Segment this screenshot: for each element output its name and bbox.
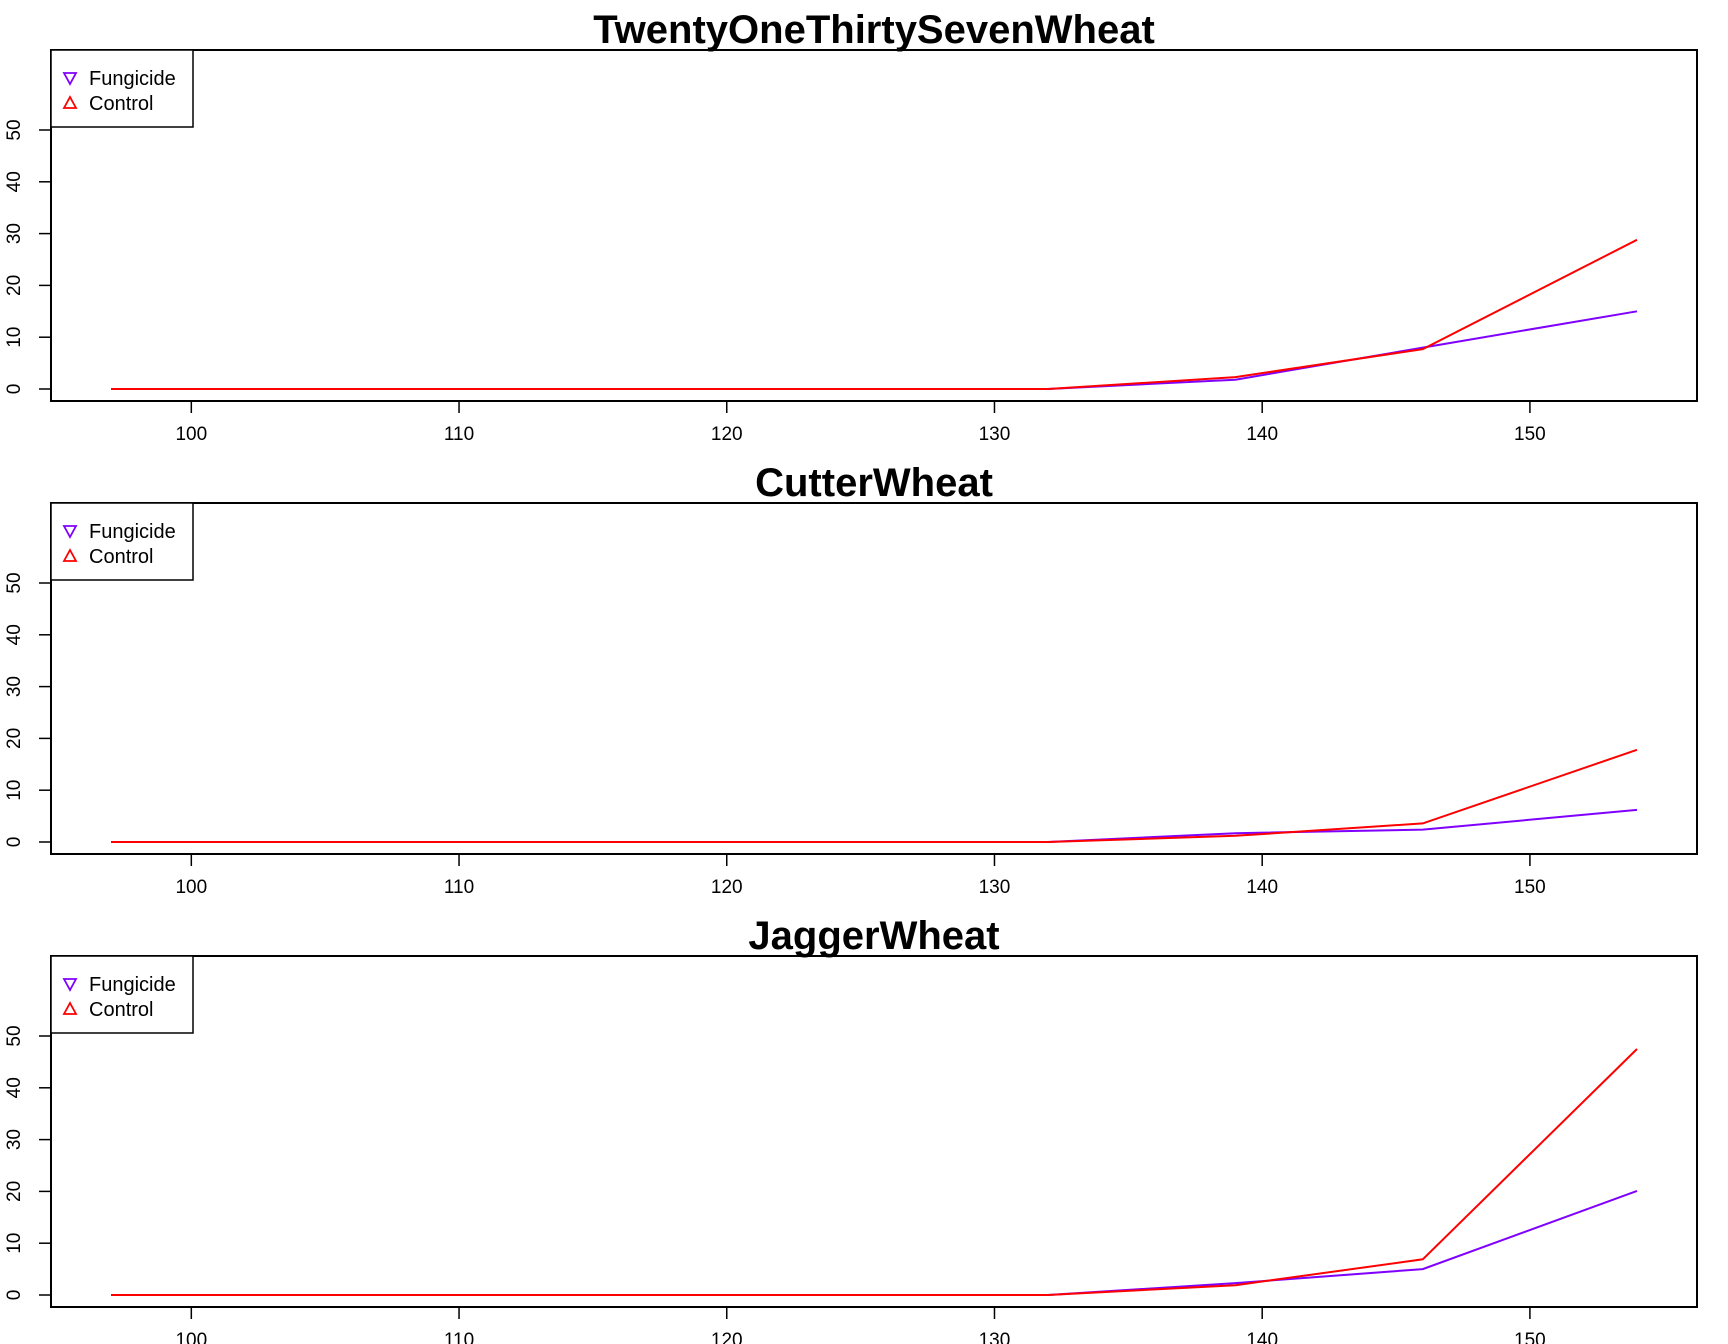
y-tick-label: 50 (4, 119, 25, 140)
y-tick-label: 20 (4, 1181, 25, 1202)
y-tick-label: 30 (4, 1129, 25, 1150)
x-tick-label: 120 (711, 424, 743, 445)
y-tick-label: 50 (4, 572, 25, 593)
chart-title: CutterWheat (755, 461, 993, 505)
legend-box (50, 49, 194, 128)
y-tick-label: 30 (4, 676, 25, 697)
y-tick-label: 50 (4, 1025, 25, 1046)
y-tick-label: 40 (4, 171, 25, 192)
x-tick-label: 110 (444, 1330, 474, 1344)
legend-label: Fungicide (89, 521, 176, 543)
x-tick-label: 130 (979, 424, 1011, 445)
legend-marker-control (62, 1001, 78, 1015)
y-tick-label: 20 (4, 275, 25, 296)
x-tick-label: 130 (979, 1330, 1011, 1344)
series-line-fungicide (111, 310, 1638, 390)
y-tick-label: 10 (4, 327, 25, 348)
legend-label: Fungicide (89, 68, 176, 90)
legend-marker-fungicide (62, 978, 78, 992)
legend-box (50, 955, 194, 1034)
x-tick-label: 130 (979, 877, 1011, 898)
y-tick-label: 10 (4, 1233, 25, 1254)
x-tick-label: 100 (175, 1330, 207, 1344)
x-tick-label: 150 (1514, 424, 1546, 445)
y-tick-label: 20 (4, 728, 25, 749)
chart-panel-3: JaggerWheat 100 110 120 130 140 150 0 10 20 30 40 50… (4, 914, 1698, 1344)
y-tick-label: 40 (4, 624, 25, 645)
series-line-control (111, 238, 1638, 390)
y-tick-label: 30 (4, 223, 25, 244)
y-tick-label: 10 (4, 780, 25, 801)
y-tick-label: 40 (4, 1077, 25, 1098)
x-tick-label: 140 (1246, 424, 1278, 445)
x-tick-label: 150 (1514, 877, 1546, 898)
x-tick-label: 120 (711, 877, 743, 898)
x-tick-label: 100 (175, 424, 207, 445)
legend-marker-fungicide (62, 525, 78, 539)
x-tick-label: 150 (1514, 1330, 1546, 1344)
y-tick-label: 0 (4, 1290, 25, 1301)
y-tick-label: 0 (4, 384, 25, 395)
x-tick-label: 140 (1246, 877, 1278, 898)
x-tick-label: 120 (711, 1330, 743, 1344)
plot-frame (50, 49, 1698, 402)
legend: Fungicide Control (50, 955, 194, 1034)
legend: Fungicide Control (50, 502, 194, 581)
series-line-fungicide (111, 1189, 1638, 1296)
y-tick-label: 0 (4, 837, 25, 848)
plot-frame (50, 502, 1698, 855)
legend-label: Control (89, 999, 153, 1021)
legend-box (50, 502, 194, 581)
series-line-fungicide (111, 808, 1638, 843)
legend-label: Control (89, 93, 153, 115)
chart-title: TwentyOneThirtySevenWheat (593, 8, 1155, 52)
legend-marker-control (62, 548, 78, 562)
x-tick-label: 140 (1246, 1330, 1278, 1344)
series-line-control (111, 1048, 1638, 1296)
chart-panel-2: CutterWheat 100 110 120 130 140 150 0 10 20 30 40 50… (4, 461, 1698, 898)
legend-marker-control (62, 95, 78, 109)
legend-marker-fungicide (62, 72, 78, 86)
x-tick-label: 100 (175, 877, 207, 898)
x-tick-label: 110 (444, 424, 474, 445)
x-tick-label: 110 (444, 877, 474, 898)
legend: Fungicide Control (50, 49, 194, 128)
series-line-control (111, 748, 1638, 843)
chart-title: JaggerWheat (748, 914, 999, 958)
legend-label: Control (89, 546, 153, 568)
legend-label: Fungicide (89, 974, 176, 996)
plot-frame (50, 955, 1698, 1308)
